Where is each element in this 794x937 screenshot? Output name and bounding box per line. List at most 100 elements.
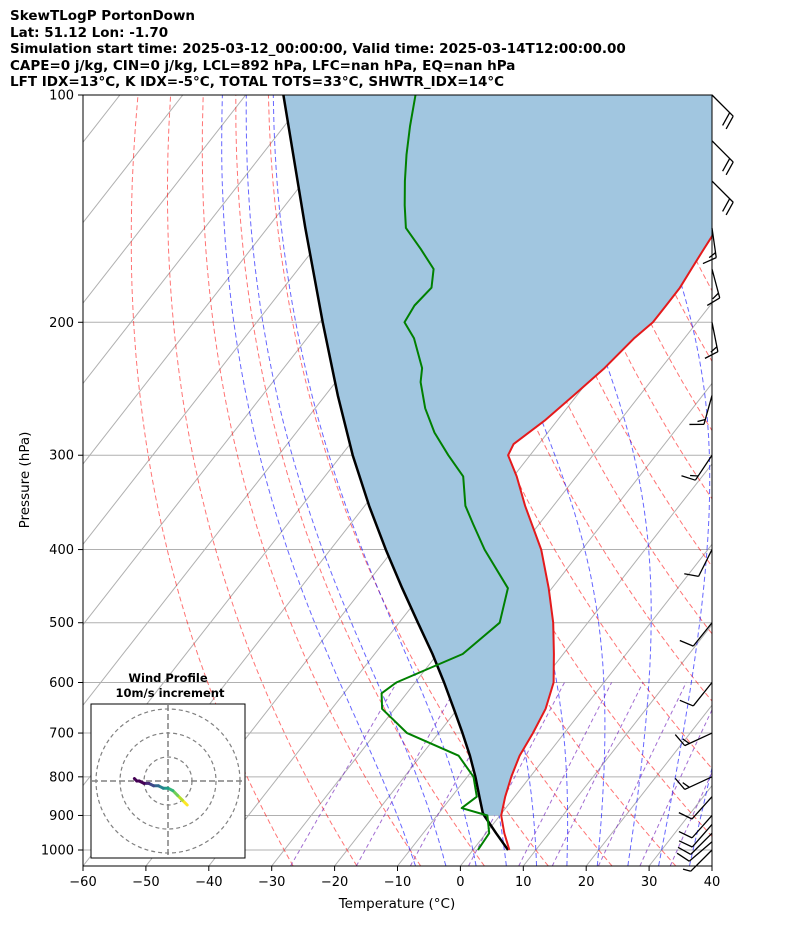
hodograph-segment <box>132 777 139 783</box>
barb-flag <box>690 474 699 477</box>
isotherm-line <box>83 95 309 385</box>
barb-staff <box>690 849 713 872</box>
mixing-ratio-line <box>290 682 398 866</box>
barb-flag <box>722 158 731 172</box>
barb-staff <box>703 395 713 425</box>
axis-ticks: −60 −50 −40 −30 −20 −10 0 10 20 30 40 1000 900 800 700… <box>41 89 720 891</box>
isotherm-line <box>460 543 712 866</box>
wind-barb <box>689 395 713 426</box>
wind-barb <box>678 824 713 848</box>
profile-curves <box>282 95 712 851</box>
dry-adiabat <box>790 95 794 866</box>
barb-staff <box>711 180 734 203</box>
barb-staff <box>692 622 713 647</box>
x-tick-label: 0 <box>456 875 464 890</box>
x-tick-label: −60 <box>69 875 96 890</box>
mixing-ratio-line <box>468 682 565 866</box>
x-tick-label: 10 <box>515 875 532 890</box>
wind-barb <box>702 227 717 265</box>
barb-staff <box>691 815 713 839</box>
wind-barb <box>704 322 719 359</box>
barb-flag <box>704 351 719 359</box>
dry-adiabat <box>267 95 549 866</box>
y-tick-label: 1000 <box>41 844 74 859</box>
x-axis-label: Temperature (°C) <box>338 896 456 912</box>
moist-adiabat <box>221 95 416 866</box>
wind-barb <box>677 832 713 855</box>
dry-adiabat <box>235 95 485 866</box>
isotherm-line <box>775 95 794 866</box>
mixing-ratio-line <box>597 682 687 866</box>
wind-barb <box>678 815 713 839</box>
mixing-ratio-line <box>639 708 712 866</box>
hodograph-subtitle: 10m/s increment <box>116 686 225 700</box>
x-tick-label: 20 <box>578 875 595 890</box>
y-tick-label: 800 <box>49 770 74 785</box>
dewpoint-line <box>380 95 509 851</box>
y-tick-label: 400 <box>49 543 74 558</box>
barb-flag <box>725 201 734 216</box>
wind-barb <box>679 622 713 647</box>
barb-flag <box>679 639 694 647</box>
mixing-ratio-line <box>669 771 712 866</box>
barb-staff <box>698 549 713 577</box>
dry-adiabat <box>201 95 422 866</box>
dry-adiabat <box>725 95 794 866</box>
wind-barb <box>676 841 713 862</box>
wind-barb <box>681 454 713 481</box>
barb-flag <box>710 346 718 353</box>
barb-flag <box>682 868 691 872</box>
isotherm-line <box>83 95 247 304</box>
dry-adiabat <box>496 95 712 568</box>
barb-flag <box>722 112 731 126</box>
barb-flag <box>725 115 734 130</box>
moist-adiabat <box>245 95 447 866</box>
barb-flag <box>674 777 686 790</box>
wind-barb <box>711 140 734 176</box>
parcel-profile-line <box>282 95 510 851</box>
wind-barb <box>674 732 713 747</box>
barb-staff <box>711 140 734 163</box>
cin-fill-polygon <box>283 95 712 816</box>
moist-adiabat <box>618 95 711 866</box>
mixing-ratio-line <box>551 682 644 866</box>
dry-adiabat <box>757 95 794 866</box>
barb-flag <box>706 297 721 307</box>
isotherm-line <box>271 302 712 866</box>
title-line-1: SkewTLogP PortonDown <box>10 8 196 24</box>
hodograph-inset: Wind Profile 10m/s increment <box>90 671 246 859</box>
barb-flag <box>674 734 686 747</box>
barb-flag <box>712 292 719 300</box>
dry-adiabat <box>130 95 294 866</box>
barb-flag <box>681 475 696 481</box>
barb-staff <box>688 841 713 862</box>
barb-flag <box>678 812 693 820</box>
x-tick-label: −20 <box>321 875 348 890</box>
wind-barb <box>682 849 713 872</box>
barb-flag <box>702 257 717 265</box>
mixing-ratio-line <box>518 682 613 866</box>
wind-barb <box>679 682 713 707</box>
barb-flag <box>722 198 731 212</box>
moist-adiabat <box>720 95 794 866</box>
x-tick-label: −40 <box>195 875 222 890</box>
isotherm-line <box>334 382 712 866</box>
barb-flag <box>697 418 706 423</box>
y-tick-label: 600 <box>49 676 74 691</box>
x-tick-label: −10 <box>384 875 411 890</box>
barb-flag <box>677 846 692 855</box>
barb-flag <box>682 738 690 745</box>
barb-flag <box>678 830 693 839</box>
title-line-3: Simulation start time: 2025-03-12_00:00:… <box>10 41 626 57</box>
barb-flag <box>678 840 693 848</box>
chart-title: SkewTLogP PortonDown Lat: 51.12 Lon: -1.… <box>10 8 626 91</box>
barb-flag <box>679 699 694 707</box>
moist-adiabat <box>272 95 477 866</box>
barb-flag <box>676 852 690 862</box>
title-line-4: CAPE=0 j/kg, CIN=0 j/kg, LCL=892 hPa, LF… <box>10 57 516 74</box>
barb-staff <box>690 832 713 855</box>
wind-barb <box>678 796 713 820</box>
title-line-2: Lat: 51.12 Lon: -1.70 <box>10 24 169 41</box>
y-tick-label: 300 <box>49 449 74 464</box>
